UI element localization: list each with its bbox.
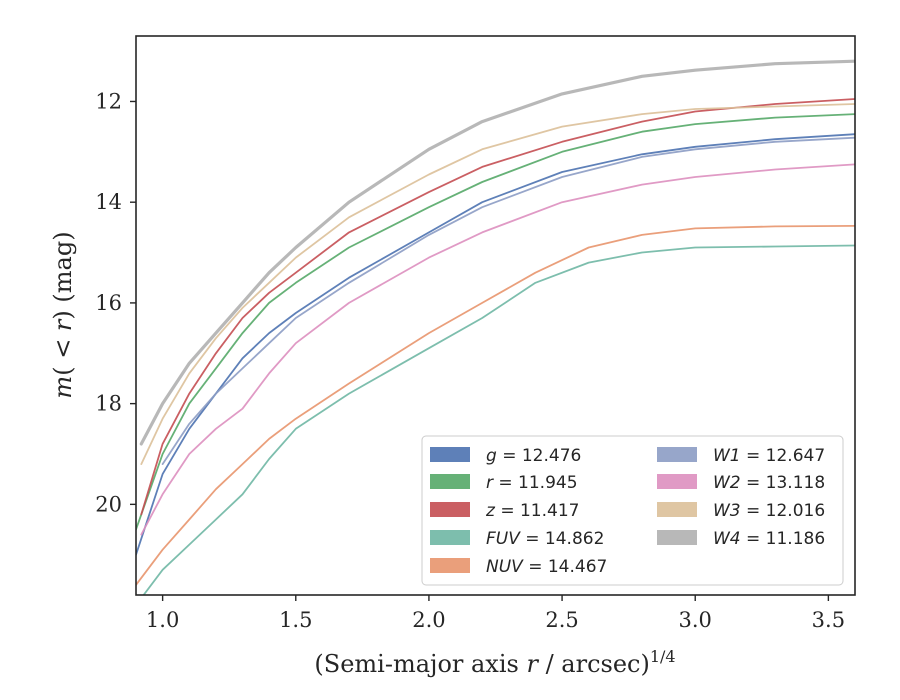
legend-item-w2: W2 = 13.118 [657, 473, 825, 493]
series-line-nuv [136, 225, 855, 586]
legend-label: NUV = 14.467 [486, 557, 607, 577]
legend-swatch [430, 530, 470, 545]
series-line-fuv [142, 244, 855, 595]
legend-swatch [657, 530, 697, 545]
legend-swatch [430, 502, 470, 517]
x-tick-label: 1.0 [146, 608, 179, 632]
legend-item-fuv: FUV = 14.862 [430, 529, 604, 549]
legend-label: FUV = 14.862 [486, 529, 604, 549]
legend-swatch [657, 474, 697, 489]
legend-label: g = 12.476 [486, 446, 581, 466]
y-tick-label: 12 [95, 89, 122, 113]
series-line-g [136, 133, 855, 556]
y-tick-label: 18 [95, 392, 122, 416]
series-line-w1 [161, 136, 855, 465]
x-tick-label: 3.5 [812, 608, 845, 632]
series-line-w3 [140, 103, 855, 465]
x-tick-label: 2.0 [412, 608, 445, 632]
legend-swatch [657, 447, 697, 462]
legend-label: W3 = 12.016 [713, 501, 825, 521]
y-tick-label: 14 [95, 190, 122, 214]
legend-item-w3: W3 = 12.016 [657, 501, 825, 521]
legend-swatch [430, 447, 470, 462]
series-line-w2 [140, 163, 855, 536]
legend-label: W2 = 13.118 [713, 473, 825, 493]
legend-item-g: g = 12.476 [430, 446, 581, 466]
y-tick-label: 16 [95, 291, 122, 315]
y-tick-label: 20 [95, 492, 122, 516]
legend-item-nuv: NUV = 14.467 [430, 557, 607, 577]
x-tick-label: 1.5 [279, 608, 312, 632]
y-axis-ticks: 12 14 16 18 20 [95, 89, 136, 516]
series-line-z [140, 98, 855, 516]
y-axis-title: m( < r) (mag) [49, 231, 77, 398]
series-line-r [136, 113, 855, 531]
legend-item-w4: W4 = 11.186 [657, 529, 825, 549]
legend-label: W4 = 11.186 [713, 529, 825, 549]
plot-frame [135, 35, 856, 596]
series-layer [136, 59, 855, 595]
legend-swatch [430, 558, 470, 573]
legend-swatch [657, 502, 697, 517]
series-line-w4 [139, 59, 855, 446]
legend-label: z = 11.417 [485, 501, 579, 521]
x-axis-title: (Semi-major axis r / arcsec)1/4 [314, 647, 675, 678]
legend-swatch [430, 474, 470, 489]
x-tick-label: 2.5 [545, 608, 578, 632]
legend-item-z: z = 11.417 [430, 501, 579, 521]
legend: g = 12.476 r = 11.945 z = 11.417 FUV = 14.8… [421, 435, 844, 586]
legend-label: W1 = 12.647 [713, 446, 825, 466]
x-tick-label: 3.0 [679, 608, 712, 632]
legend-item-w1: W1 = 12.647 [657, 446, 825, 466]
legend-item-r: r = 11.945 [430, 473, 578, 493]
legend-box [421, 435, 844, 586]
legend-label: r = 11.945 [486, 473, 578, 493]
x-axis-ticks: 1.0 1.5 2.0 2.5 3.0 3.5 [146, 595, 845, 632]
